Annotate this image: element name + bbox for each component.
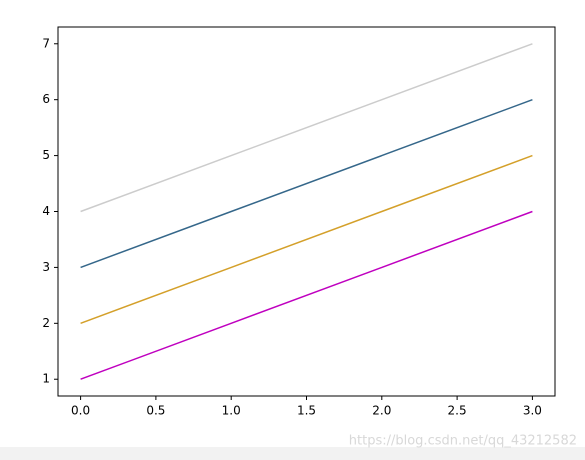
x-tick-label: 0.0 [71,404,90,418]
x-tick-label: 3.0 [523,404,542,418]
y-tick-label: 1 [42,372,50,386]
series-line [80,154,533,325]
x-tick-label: 2.0 [372,404,391,418]
series-line [80,98,533,269]
series-line [80,43,533,213]
x-tick-label: 0.5 [146,404,165,418]
x-tick-label: 1.0 [222,404,241,418]
y-tick-label: 5 [42,148,50,162]
plot-frame [57,26,556,397]
y-tick-label: 3 [42,260,50,274]
series-line [80,210,533,380]
footer-strip [0,447,585,460]
x-tick-label: 1.5 [297,404,316,418]
y-tick-label: 4 [42,204,50,218]
y-tick-label: 2 [42,316,50,330]
y-tick-label: 6 [42,92,50,106]
x-tick-label: 2.5 [448,404,467,418]
y-tick-label: 7 [42,36,50,50]
watermark: https://blog.csdn.net/qq_43212582 [349,434,577,449]
